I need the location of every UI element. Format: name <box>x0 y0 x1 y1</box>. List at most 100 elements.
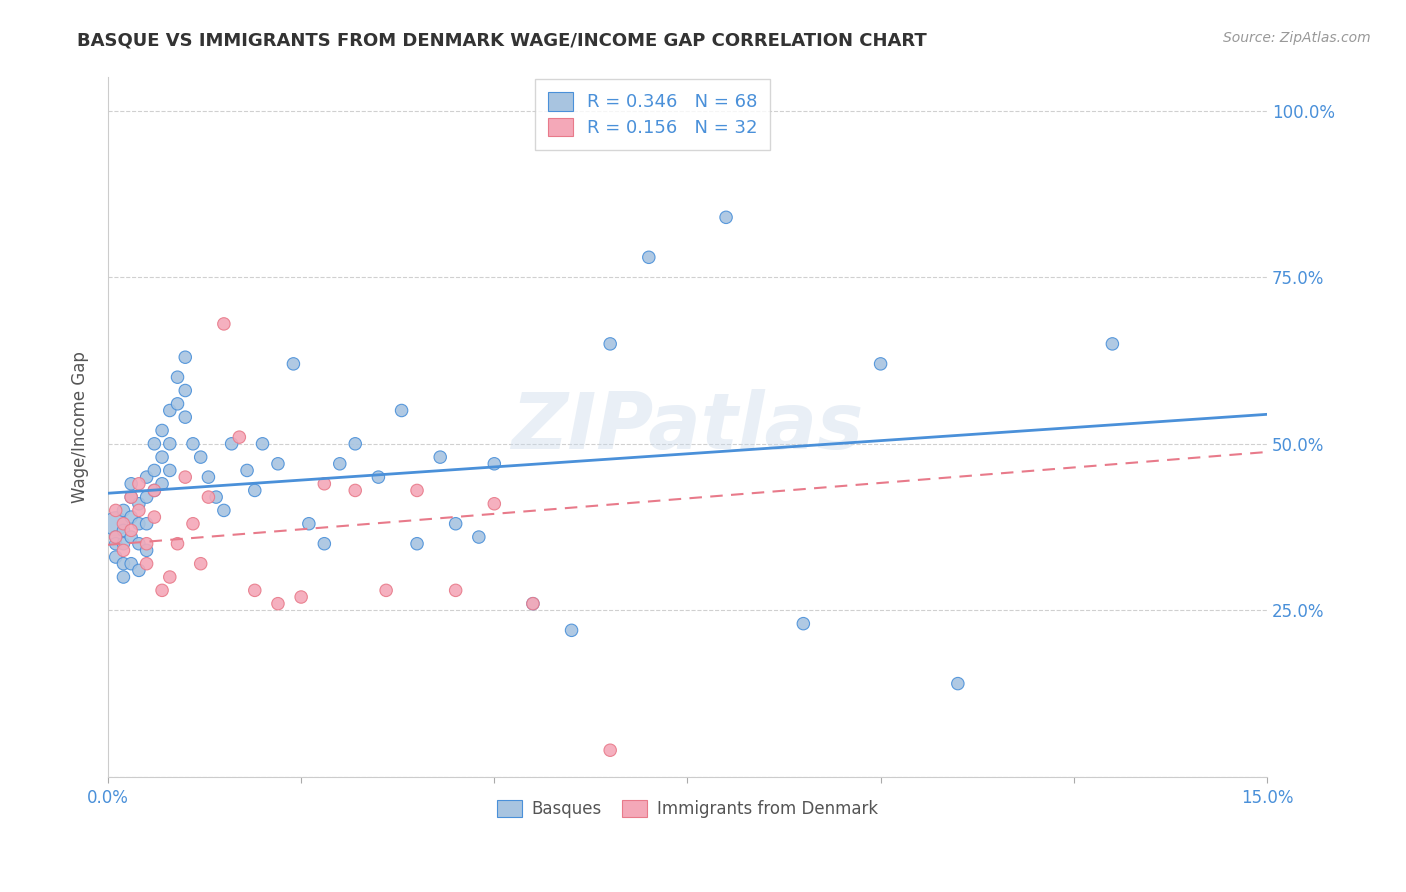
Point <box>120 524 142 538</box>
Point <box>166 370 188 384</box>
Point <box>375 583 398 598</box>
Point <box>298 516 321 531</box>
Point <box>128 563 150 577</box>
Point <box>197 470 219 484</box>
Point <box>314 476 336 491</box>
Point <box>120 476 142 491</box>
Point <box>205 490 228 504</box>
Text: BASQUE VS IMMIGRANTS FROM DENMARK WAGE/INCOME GAP CORRELATION CHART: BASQUE VS IMMIGRANTS FROM DENMARK WAGE/I… <box>77 31 927 49</box>
Point <box>135 470 157 484</box>
Point <box>174 470 197 484</box>
Point <box>869 357 891 371</box>
Point <box>104 530 127 544</box>
Point <box>444 583 467 598</box>
Point <box>143 463 166 477</box>
Point <box>174 384 197 398</box>
Point <box>314 537 336 551</box>
Point <box>104 530 127 544</box>
Point <box>104 537 127 551</box>
Point <box>159 570 181 584</box>
Point <box>344 437 367 451</box>
Point <box>522 597 544 611</box>
Point <box>128 516 150 531</box>
Point <box>120 530 142 544</box>
Point <box>212 317 235 331</box>
Point <box>128 476 150 491</box>
Point <box>120 490 142 504</box>
Point <box>468 530 491 544</box>
Point <box>143 437 166 451</box>
Point <box>599 337 621 351</box>
Point <box>159 437 181 451</box>
Point <box>522 597 544 611</box>
Point <box>120 557 142 571</box>
Point <box>406 537 429 551</box>
Point <box>135 543 157 558</box>
Point <box>128 537 150 551</box>
Point <box>104 503 127 517</box>
Point <box>120 490 142 504</box>
Point <box>561 624 583 638</box>
Point <box>120 510 142 524</box>
Point <box>159 463 181 477</box>
Point <box>252 437 274 451</box>
Point <box>221 437 243 451</box>
Point <box>637 250 659 264</box>
Point <box>166 397 188 411</box>
Point <box>181 516 204 531</box>
Point <box>243 583 266 598</box>
Point <box>128 497 150 511</box>
Point <box>150 583 173 598</box>
Text: Source: ZipAtlas.com: Source: ZipAtlas.com <box>1223 31 1371 45</box>
Point <box>267 457 290 471</box>
Point <box>150 450 173 464</box>
Point <box>190 450 212 464</box>
Point <box>946 676 969 690</box>
Point <box>267 597 290 611</box>
Point <box>150 424 173 438</box>
Point <box>166 537 188 551</box>
Point <box>143 483 166 498</box>
Point <box>243 483 266 498</box>
Point <box>112 557 135 571</box>
Point <box>714 211 737 225</box>
Point <box>344 483 367 498</box>
Point <box>174 410 197 425</box>
Point <box>283 357 305 371</box>
Point <box>1101 337 1123 351</box>
Point <box>128 503 150 517</box>
Point <box>429 450 451 464</box>
Point <box>599 743 621 757</box>
Point <box>104 549 127 564</box>
Point <box>367 470 389 484</box>
Point <box>135 490 157 504</box>
Point <box>197 490 219 504</box>
Point <box>190 557 212 571</box>
Point <box>112 503 135 517</box>
Text: ZIPatlas: ZIPatlas <box>512 389 863 465</box>
Point <box>112 543 135 558</box>
Point <box>174 350 197 364</box>
Point <box>135 516 157 531</box>
Point <box>112 524 135 538</box>
Point <box>150 476 173 491</box>
Point <box>112 570 135 584</box>
Point <box>391 403 413 417</box>
Y-axis label: Wage/Income Gap: Wage/Income Gap <box>72 351 89 503</box>
Point <box>236 463 259 477</box>
Point <box>444 516 467 531</box>
Point <box>112 537 135 551</box>
Point <box>484 457 506 471</box>
Legend: Basques, Immigrants from Denmark: Basques, Immigrants from Denmark <box>491 793 884 824</box>
Point <box>228 430 250 444</box>
Point <box>143 510 166 524</box>
Point <box>329 457 352 471</box>
Point <box>135 537 157 551</box>
Point <box>181 437 204 451</box>
Point <box>290 590 312 604</box>
Point <box>112 516 135 531</box>
Point <box>143 483 166 498</box>
Point <box>406 483 429 498</box>
Point <box>135 557 157 571</box>
Point <box>159 403 181 417</box>
